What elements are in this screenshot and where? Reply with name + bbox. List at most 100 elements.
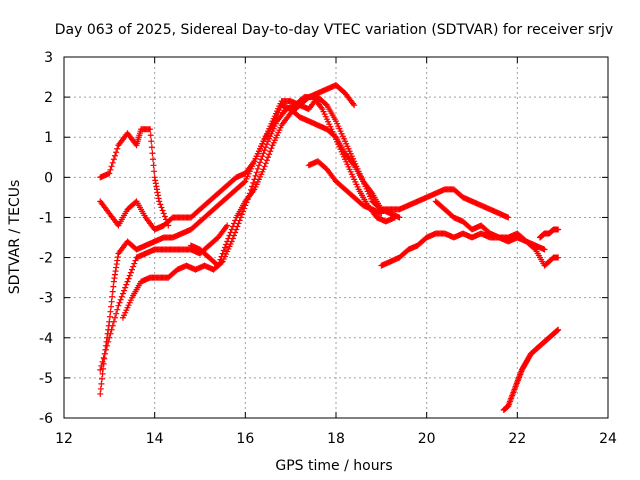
data-point [161,213,168,220]
y-tick-label: -1 [39,210,53,226]
data-point [122,284,129,291]
data-point [262,144,269,151]
data-point [98,375,105,382]
data-point [216,259,223,266]
x-axis-ticks: 12 14 16 18 20 22 24 [55,57,617,447]
data-point [104,342,111,349]
data-point [98,362,105,369]
data-point [119,290,126,297]
data-point [97,366,104,373]
data-point [224,238,231,245]
data-point [158,204,165,211]
data-point [263,141,270,148]
data-point [149,150,156,157]
data-point [267,148,274,155]
data-point [109,159,116,166]
data-point [110,156,117,163]
data-point [218,253,225,260]
y-axis-label: SDTVAR / TECUs [7,180,23,295]
data-point [255,162,262,169]
data-point [109,322,116,329]
chart-title: Day 063 of 2025, Sidereal Day-to-day VTE… [55,22,613,38]
series-arc-1 [97,126,172,229]
data-point [391,214,398,221]
data-point [113,149,120,156]
series-arc-10 [537,226,562,241]
data-point [257,159,264,166]
data-point [322,101,329,108]
data-point [378,210,385,217]
data-point [265,154,271,161]
data-point [106,170,113,177]
data-point [113,310,120,317]
data-point [102,346,109,353]
data-point [253,169,260,176]
data-point [105,338,112,345]
data-point [215,262,222,269]
x-tick-label: 16 [236,431,254,447]
data-point [129,266,135,273]
data-point [97,390,104,397]
data-point [112,152,118,159]
data-point [115,302,122,309]
data-point [250,179,257,186]
y-tick-label: -5 [39,371,53,387]
x-axis-label: GPS time / hours [275,458,392,474]
data-point [541,246,548,253]
data-point [126,272,133,279]
data-point [123,281,130,288]
y-tick-label: -3 [39,291,53,307]
data-point [555,326,562,333]
data-point [108,298,115,305]
data-point [228,226,235,233]
data-point [127,269,134,276]
data-point [227,229,234,236]
data-point [266,151,273,158]
data-point [263,157,270,164]
data-point [112,314,118,321]
data-point [223,241,230,248]
x-tick-label: 22 [508,431,526,447]
data-point [108,326,115,333]
data-point [229,223,236,230]
data-point [151,168,158,175]
x-tick-label: 18 [327,431,345,447]
data-point [114,145,121,152]
series-arc-3 [97,94,512,397]
data-point [225,235,232,242]
data-point [116,299,123,306]
y-tick-label: -6 [39,411,53,427]
data-point [109,288,116,295]
data-point [260,150,267,157]
data-point [124,278,131,285]
data-point [231,220,237,227]
data-point [100,365,107,372]
data-point [109,293,116,300]
data-points [97,82,562,413]
data-point [148,138,155,145]
data-point [107,308,114,315]
x-tick-label: 12 [55,431,73,447]
y-tick-label: 1 [44,130,53,146]
x-tick-label: 14 [146,431,164,447]
data-point [117,296,124,303]
data-point [224,222,231,229]
data-point [261,147,268,154]
data-point [160,210,167,217]
data-point [258,156,265,163]
data-point [147,132,154,139]
data-point [260,166,267,173]
series-arc-9 [432,198,548,253]
data-point [98,380,105,387]
data-point [108,163,115,170]
data-point [268,145,275,152]
data-point [555,226,562,233]
data-point [114,306,121,313]
data-point [99,370,106,377]
data-point [157,201,164,208]
data-point [238,211,245,218]
data-point [261,163,268,170]
y-tick-label: 3 [44,50,53,66]
series-arc-6 [187,82,358,269]
